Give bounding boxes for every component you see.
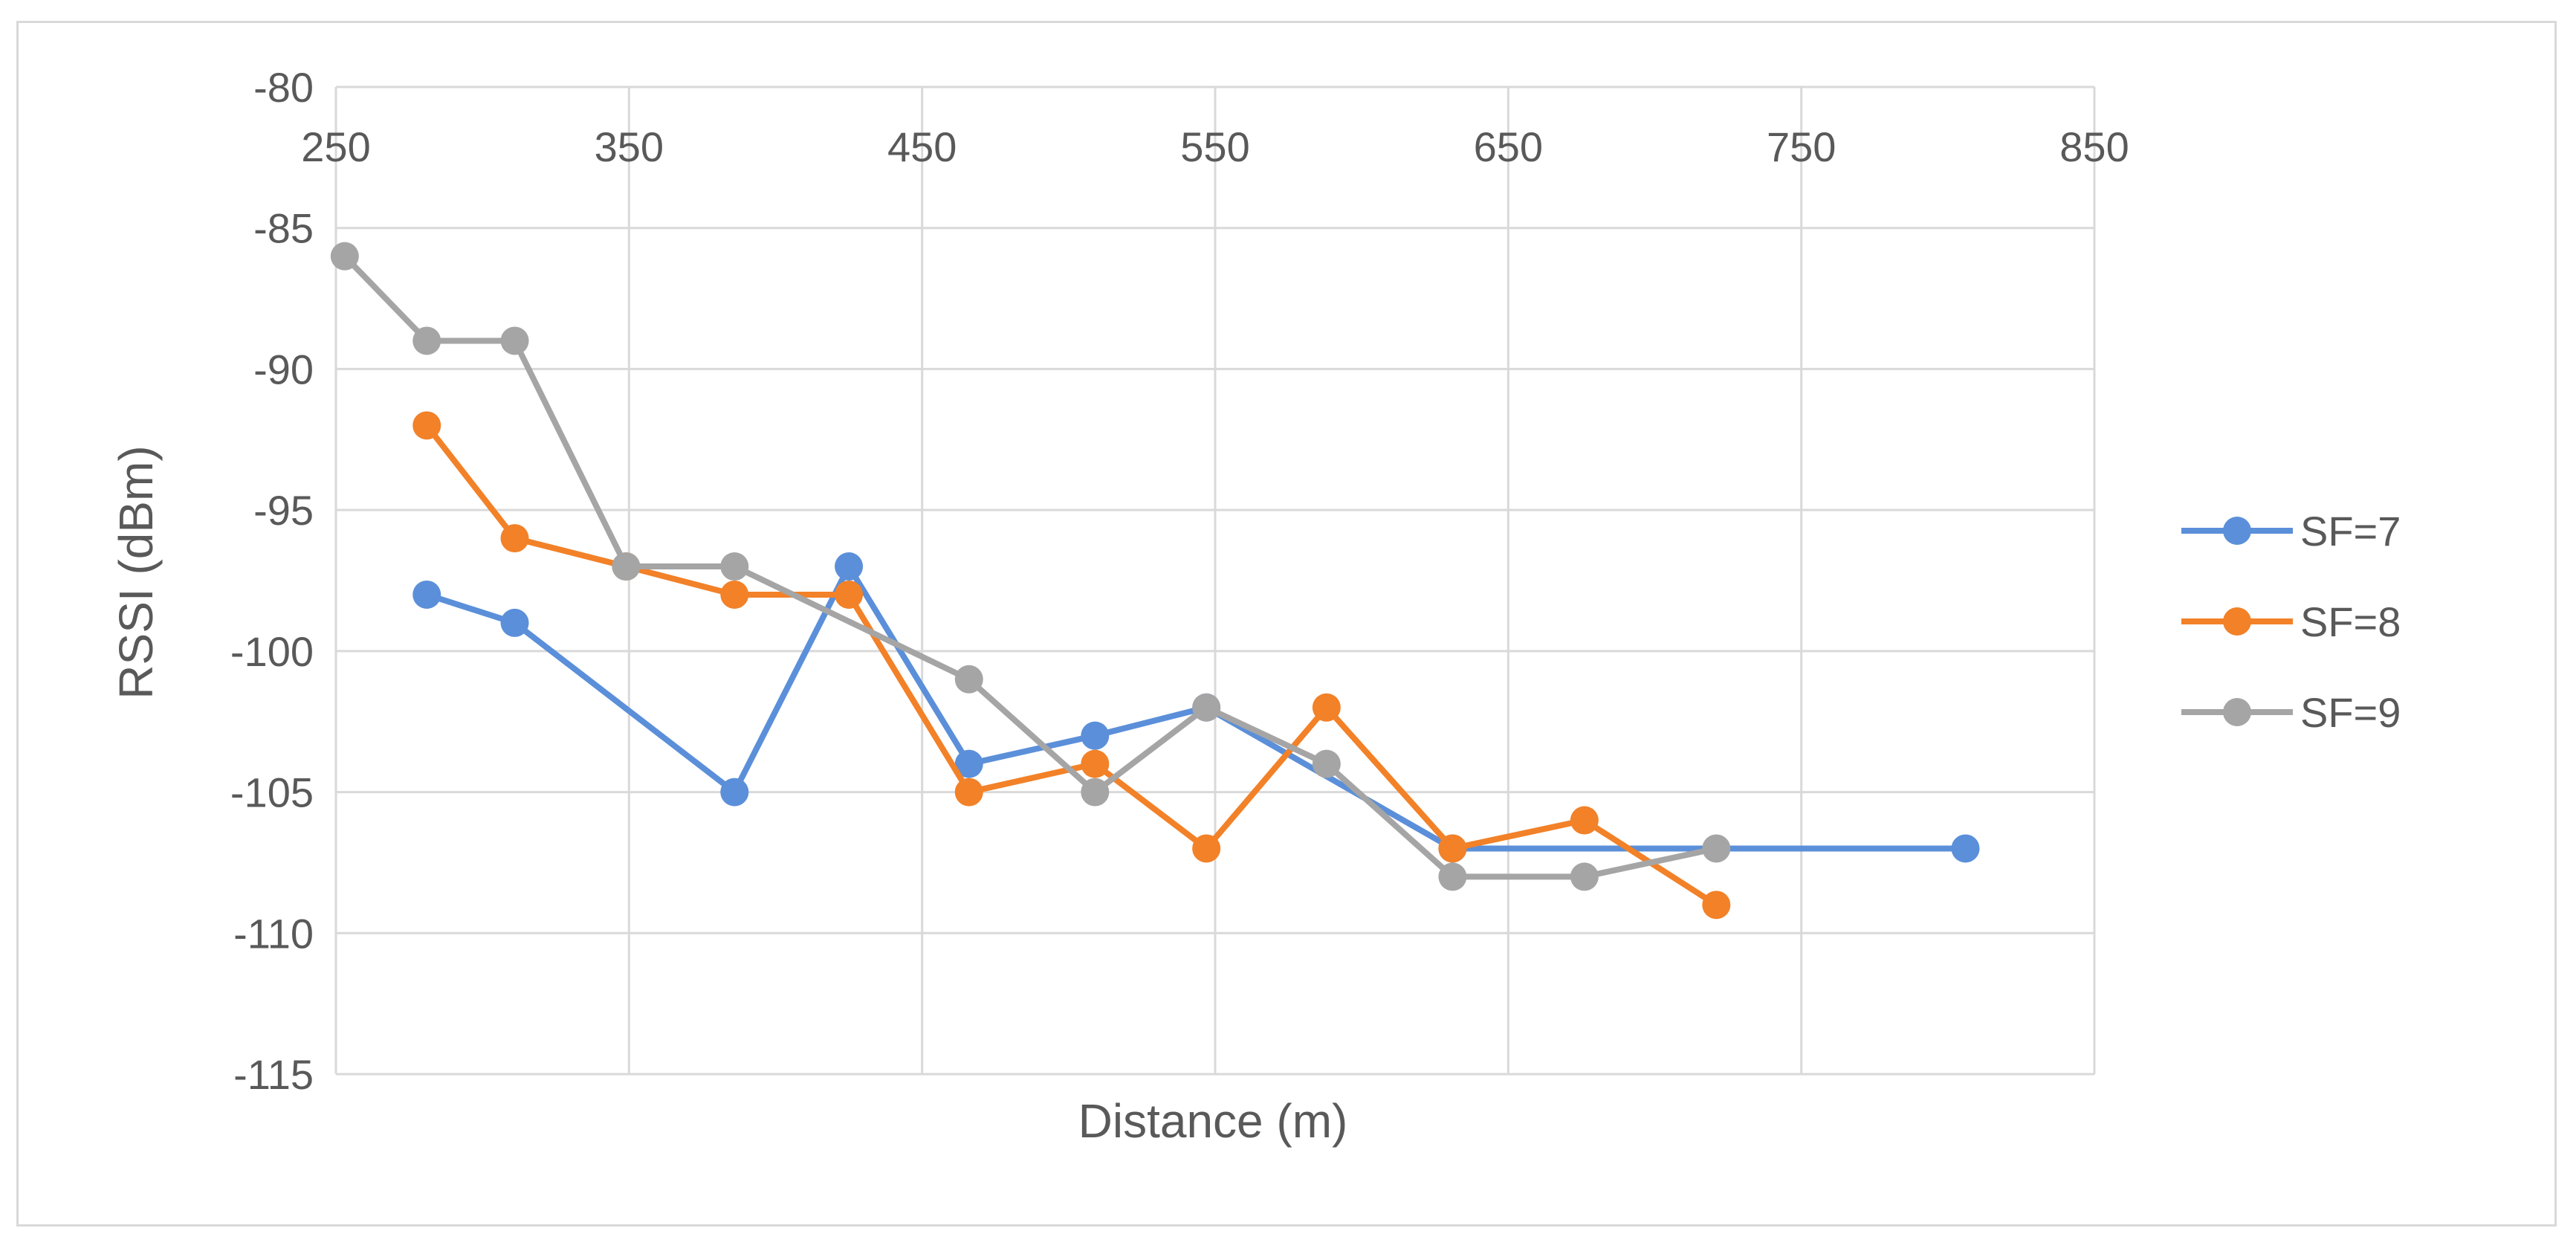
grid xyxy=(334,85,2096,1076)
y-tick-label: -80 xyxy=(253,64,314,111)
data-point xyxy=(500,326,529,355)
series-sf9 xyxy=(330,242,1731,891)
tick-labels: -80 -85 -90 -95 -100 -105 -110 -115 250 350 450 550… xyxy=(230,64,2129,1098)
legend-label: SF=8 xyxy=(2300,598,2401,645)
data-point xyxy=(835,580,864,609)
y-tick-label: -115 xyxy=(233,1051,314,1098)
x-axis-title: Distance (m) xyxy=(1078,1094,1348,1148)
legend-marker xyxy=(2223,517,2251,545)
data-point xyxy=(1951,834,1980,863)
x-tick-label: 250 xyxy=(301,123,370,170)
legend-marker xyxy=(2223,607,2251,636)
data-point xyxy=(1438,862,1467,891)
y-axis-title: RSSI (dBm) xyxy=(109,445,163,699)
x-tick-label: 750 xyxy=(1767,123,1836,170)
data-point xyxy=(954,665,983,694)
series-line xyxy=(342,253,1718,880)
legend-label: SF=7 xyxy=(2300,508,2401,555)
legend-entry: SF=7 xyxy=(2181,508,2401,555)
legend-label: SF=9 xyxy=(2300,689,2401,736)
y-tick-label: -100 xyxy=(230,628,314,675)
data-point xyxy=(720,580,749,609)
legend-marker xyxy=(2223,698,2251,726)
y-tick-label: -105 xyxy=(230,769,314,816)
series-lines xyxy=(330,242,1980,920)
data-point xyxy=(612,552,641,581)
data-point xyxy=(835,552,864,581)
data-point xyxy=(1570,806,1599,835)
y-tick-label: -110 xyxy=(233,910,314,957)
legend: SF=7 SF=8 SF=9 xyxy=(2181,508,2401,736)
data-point xyxy=(1702,891,1731,920)
data-point xyxy=(720,552,749,581)
chart-frame xyxy=(16,21,2557,1227)
data-point xyxy=(500,524,529,553)
x-tick-label: 350 xyxy=(595,123,664,170)
data-point xyxy=(1081,778,1110,807)
legend-entry: SF=9 xyxy=(2181,689,2401,736)
data-point xyxy=(1192,693,1221,722)
data-point xyxy=(1312,749,1341,778)
data-point xyxy=(412,580,441,609)
data-point xyxy=(1192,834,1221,863)
y-tick-label: -85 xyxy=(253,205,314,252)
data-point xyxy=(412,411,441,440)
series-line xyxy=(424,423,1718,908)
x-tick-label: 450 xyxy=(887,123,957,170)
data-point xyxy=(500,608,529,637)
data-point xyxy=(720,778,749,807)
data-point xyxy=(1438,834,1467,863)
data-point xyxy=(1081,721,1110,750)
data-point xyxy=(1081,749,1110,778)
data-point xyxy=(330,242,359,271)
data-point xyxy=(954,778,983,807)
data-point xyxy=(1570,862,1599,891)
data-point xyxy=(954,749,983,778)
data-point xyxy=(412,326,441,355)
x-tick-label: 850 xyxy=(2059,123,2129,170)
data-point xyxy=(1312,693,1341,722)
series-sf8 xyxy=(412,411,1731,920)
y-tick-label: -95 xyxy=(253,487,314,534)
y-tick-label: -90 xyxy=(253,346,314,392)
x-tick-label: 650 xyxy=(1474,123,1543,170)
x-tick-label: 550 xyxy=(1180,123,1249,170)
data-point xyxy=(1702,834,1731,863)
legend-entry: SF=8 xyxy=(2181,598,2401,645)
